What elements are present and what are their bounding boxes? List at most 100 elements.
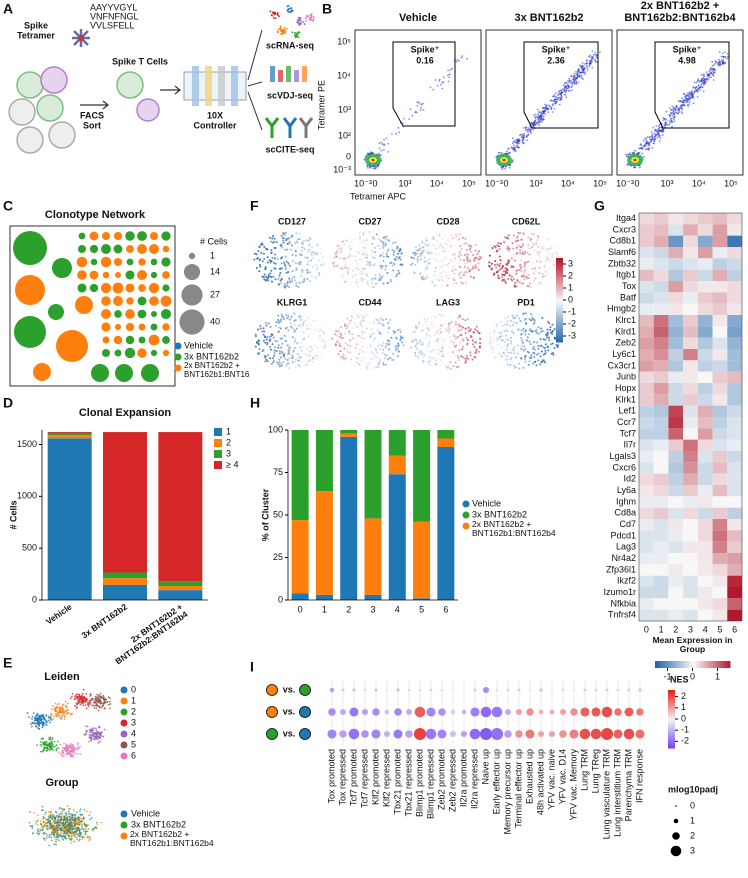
cell-dot [382,241,384,243]
cell-dot [336,249,338,251]
cell-dot [364,365,366,367]
event-dot [537,109,539,111]
heat-cell [668,315,683,326]
event-dot [410,108,412,110]
cell-dot [375,349,377,351]
cell-dot [291,327,293,329]
cell-dot [426,273,428,275]
cell-dot [415,246,417,248]
cell-dot [281,337,283,339]
cell-dot [283,355,285,357]
cell-dot [379,247,381,249]
event-dot [713,72,715,74]
event-dot [536,122,538,124]
row-label: Hmgb2 [607,304,636,314]
heat-cell [668,394,683,405]
event-dot [713,79,715,81]
cell-dot [443,323,445,325]
cell-dot [426,265,428,267]
cell-dot [417,256,419,258]
cell-dot [539,251,541,253]
cell-dot [264,336,266,338]
heat-cell [639,360,654,371]
cell-dot [108,704,110,706]
cell-dot [461,248,463,250]
event-dot [709,68,711,70]
cell-dot [306,278,308,280]
cell-dot [536,253,538,255]
cell-dot [305,353,307,355]
cell-dot [517,345,519,347]
legend-swatch [463,501,470,508]
cell-dot [517,232,519,234]
heat-cell [639,508,654,519]
cell-dot [297,286,299,288]
cell-dot [464,244,466,246]
cell-dot [439,272,441,274]
event-dot [391,133,393,135]
cell-dot [372,236,374,238]
cell-dot [524,269,526,271]
clonotype [101,309,111,319]
heat-cell [654,542,669,553]
cell-dot [385,243,387,245]
cell-dot [432,362,434,364]
cell-dot [431,322,433,324]
cell-dot [288,277,290,279]
cell-dot [523,312,525,314]
cell-dot [378,361,380,363]
event-dot [526,139,528,141]
cell-dot [519,252,521,254]
umap-thumb-dot [278,15,280,17]
heat-cell [727,326,742,337]
cell-dot [443,350,445,352]
event-dot [529,131,531,133]
cell-dot [280,327,282,329]
event-dot [379,142,381,144]
cell-dot [452,270,454,272]
event-dot [591,58,593,60]
heat-cell [683,576,698,587]
heat-cell [668,610,683,621]
cell-dot [359,232,361,234]
umap-thumb-dot [273,17,275,19]
event-dot [662,134,664,136]
cell-dot [504,359,506,361]
panel-label: G [594,198,605,214]
event-dot [449,73,451,75]
clonotype [13,231,47,265]
row-label: Klrk1 [615,394,636,404]
cell-dot [510,320,512,322]
cell-dot [471,245,473,247]
cell-dot [308,317,310,319]
cell-dot [340,267,342,269]
cell-dot [532,363,534,365]
event-dot [655,135,657,137]
cell-dot [74,698,76,700]
cell-dot [466,259,468,261]
event-dot [533,125,535,127]
cell-dot [335,330,337,332]
event-dot [501,168,503,170]
cell-dot [547,256,549,258]
cell-dot [438,353,440,355]
cell-dot [355,316,357,318]
cell-dot [490,345,492,347]
cell-dot [335,344,337,346]
event-dot [534,124,536,126]
cell-dot [520,329,522,331]
cell-dot [268,274,270,276]
cell-dot [430,351,432,353]
cell-dot [318,337,320,339]
cell-dot [336,335,338,337]
legend-label-box: 2x BNT162b2 + BNT162b1:BNT162b4 [184,362,250,386]
cell-dot [551,253,553,255]
plot-title: 3x BNT162b2 [514,12,583,24]
heat-cell [727,281,742,292]
cell-dot [293,351,295,353]
heat-cell [713,564,728,575]
cell-dot [288,241,290,243]
cell-dot [466,271,468,273]
cell-dot [276,241,278,243]
cell-dot [512,324,514,326]
